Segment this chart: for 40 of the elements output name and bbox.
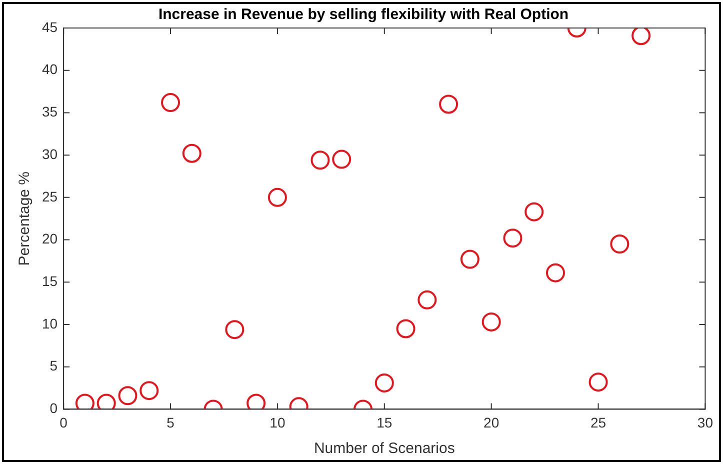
point (396, 319, 416, 338)
x-axis-title: Number of Scenarios (314, 440, 455, 458)
y-tick-label: 35 (42, 104, 58, 120)
y-tick-label: 45 (42, 18, 58, 35)
y-tick-label: 30 (42, 146, 58, 162)
y-tick-label: 20 (42, 230, 58, 247)
point (439, 94, 458, 114)
x-tick-label: 5 (166, 414, 175, 430)
point (374, 373, 394, 392)
point (610, 234, 630, 254)
x-tick-label: 10 (270, 414, 286, 430)
x-tick-label: 0 (60, 414, 68, 430)
point (140, 381, 159, 400)
point (632, 28, 651, 46)
point (118, 386, 138, 406)
x-tick-label: 30 (697, 414, 714, 430)
point (546, 263, 565, 282)
point (503, 228, 522, 248)
y-axis-title: Percentage % (16, 171, 34, 266)
y-tick-label: 40 (42, 61, 58, 78)
point (268, 188, 287, 207)
point (460, 250, 480, 269)
point (225, 320, 244, 340)
point (161, 93, 180, 112)
x-tick-label: 25 (590, 414, 606, 430)
point (482, 312, 501, 332)
y-tick-label: 25 (42, 188, 58, 204)
point (418, 290, 437, 310)
point (182, 144, 202, 163)
y-tick-label: 10 (42, 315, 58, 332)
x-tick-label: 20 (484, 414, 500, 430)
y-tick-label: 0 (50, 400, 58, 416)
point (310, 150, 330, 170)
y-tick-label: 15 (42, 272, 58, 289)
y-tick-label: 5 (50, 358, 58, 374)
point (524, 202, 544, 222)
point (588, 372, 608, 392)
x-tick-label: 15 (376, 414, 392, 430)
point (332, 150, 352, 169)
chart-title: Increase in Revenue by selling flexibility with Real Option (158, 6, 569, 24)
